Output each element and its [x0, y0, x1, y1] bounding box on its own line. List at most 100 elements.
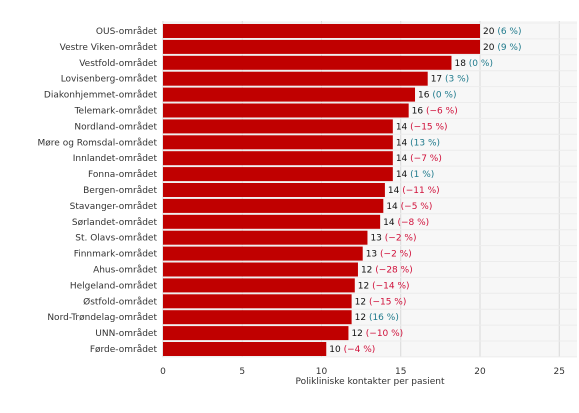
category-label: Bergen-området: [83, 185, 157, 196]
value-change: (−5 %): [401, 202, 433, 212]
value-number: 16: [418, 91, 432, 101]
bar: [163, 39, 480, 54]
value-number: 14: [396, 170, 410, 180]
value-change: (−6 %): [426, 107, 458, 117]
value-number: 14: [388, 186, 402, 196]
value-number: 12: [355, 297, 369, 307]
value-label: 14 (1 %): [396, 170, 435, 180]
bars: [163, 24, 480, 356]
value-number: 20: [483, 27, 497, 37]
value-change: (−8 %): [397, 218, 429, 228]
value-change: (−2 %): [385, 234, 417, 244]
bar: [163, 326, 349, 341]
value-label: 12 (−15 %): [355, 297, 407, 307]
bar: [163, 87, 416, 102]
category-label: Førde-området: [90, 344, 158, 355]
value-label: 17 (3 %): [431, 75, 470, 85]
x-tick-label: 20: [474, 367, 486, 377]
value-change: (−2 %): [380, 250, 412, 260]
bar: [163, 167, 393, 182]
value-label: 14 (13 %): [396, 138, 440, 148]
value-number: 12: [358, 281, 372, 291]
bar: [163, 214, 381, 229]
value-label: 14 (−5 %): [386, 202, 432, 212]
bar: [163, 183, 385, 197]
bar: [163, 278, 355, 293]
bar: [163, 24, 480, 38]
value-label: 14 (−8 %): [383, 218, 429, 228]
value-label: 16 (−6 %): [412, 107, 458, 117]
value-change: (−15 %): [369, 297, 406, 307]
value-change: (−10 %): [366, 329, 403, 339]
value-change: (6 %): [497, 27, 521, 37]
bar: [163, 151, 393, 166]
category-label: Ahus-området: [93, 265, 157, 276]
value-number: 14: [396, 138, 410, 148]
value-number: 16: [412, 107, 426, 117]
value-label: 12 (16 %): [355, 313, 399, 323]
value-number: 13: [366, 250, 380, 260]
value-label: 13 (−2 %): [366, 250, 412, 260]
value-change: (9 %): [497, 43, 521, 53]
value-number: 10: [329, 345, 343, 355]
value-change: (13 %): [410, 138, 440, 148]
category-label: Stavanger-området: [70, 201, 158, 212]
category-label: Innlandet-området: [73, 153, 158, 164]
category-label: St. Olavs-området: [75, 233, 157, 244]
value-label: 12 (−14 %): [358, 281, 410, 291]
category-label: Finnmark-området: [74, 249, 158, 260]
value-change: (16 %): [369, 313, 399, 323]
value-label: 20 (9 %): [483, 43, 522, 53]
bar: [163, 198, 384, 213]
value-number: 20: [483, 43, 497, 53]
bar: [163, 119, 393, 134]
value-number: 14: [396, 122, 410, 132]
category-label: Telemark-området: [74, 106, 158, 117]
value-label: 14 (−15 %): [396, 122, 448, 132]
value-label: 12 (−10 %): [351, 329, 403, 339]
value-change: (3 %): [445, 75, 469, 85]
category-label: UNN-området: [95, 328, 157, 339]
value-label: 20 (6 %): [483, 27, 522, 37]
category-label: OUS-området: [96, 26, 158, 37]
category-label: Sørlandet-området: [72, 217, 158, 228]
value-label: 14 (−7 %): [396, 154, 442, 164]
value-number: 18: [454, 59, 468, 69]
value-number: 14: [386, 202, 400, 212]
bar: [163, 71, 428, 86]
value-label: 14 (−11 %): [388, 186, 440, 196]
bar: [163, 230, 368, 245]
value-label: 18 (0 %): [454, 59, 493, 69]
value-change: (−28 %): [375, 266, 412, 276]
x-axis-title: Polikliniske kontakter per pasient: [296, 377, 445, 387]
value-label: 16 (0 %): [418, 91, 457, 101]
x-tick-label: 25: [554, 367, 565, 377]
category-label: Nord-Trøndelag-området: [47, 312, 157, 323]
bar: [163, 310, 352, 325]
value-labels: 20 (6 %)20 (9 %)18 (0 %)17 (3 %)16 (0 %)…: [329, 27, 521, 355]
category-labels: OUS-området Vestre Viken-området Vestfold-…: [38, 26, 158, 355]
value-number: 12: [351, 329, 365, 339]
bar: [163, 342, 327, 356]
category-label: Nordland-området: [74, 121, 157, 132]
x-tick-label: 5: [239, 367, 245, 377]
value-number: 12: [361, 266, 375, 276]
value-label: 10 (−4 %): [329, 345, 375, 355]
x-tick-label: 10: [316, 367, 328, 377]
value-change: (−11 %): [402, 186, 439, 196]
value-change: (−7 %): [410, 154, 442, 164]
value-label: 12 (−28 %): [361, 266, 413, 276]
value-change: (0 %): [432, 91, 456, 101]
category-label: Diakonhjemmet-området: [44, 90, 158, 101]
x-tick-label: 0: [160, 367, 166, 377]
bar: [163, 294, 352, 309]
bar: [163, 262, 358, 277]
category-label: Møre og Romsdal-området: [38, 137, 158, 148]
category-label: Vestre Viken-området: [60, 42, 158, 53]
value-number: 14: [396, 154, 410, 164]
value-change: (−14 %): [372, 281, 409, 291]
x-tick-label: 15: [395, 367, 406, 377]
category-label: Vestfold-området: [79, 58, 157, 69]
bar: [163, 246, 363, 261]
